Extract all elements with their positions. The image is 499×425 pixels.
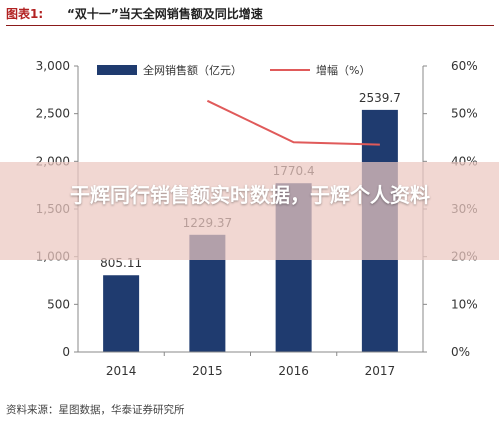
- growth-line: [206, 99, 380, 146]
- bar: [103, 275, 140, 352]
- overlay-text: 于辉同行销售额实时数据，于辉个人资料: [70, 183, 430, 207]
- x-tick-label: 2015: [192, 364, 223, 378]
- overlay-banner: [0, 162, 499, 260]
- right-tick-label: 10%: [451, 297, 478, 311]
- figure-label: 图表1:: [6, 7, 44, 21]
- x-tick-label: 2017: [365, 364, 396, 378]
- legend: 全网销售额（亿元） 增幅（%）: [97, 63, 370, 77]
- x-tick-label: 2016: [278, 364, 309, 378]
- line-series: [206, 99, 380, 146]
- legend-line-label: 增幅（%）: [316, 63, 370, 77]
- source-note: 资料来源：星图数据，华泰证券研究所: [6, 404, 185, 416]
- right-tick-label: 50%: [451, 107, 478, 121]
- x-axis: 2014 2015 2016 2017: [78, 351, 423, 378]
- left-tick-label: 2,500: [36, 107, 70, 121]
- chart-title: “双十一”当天全网销售额及同比增速: [67, 7, 263, 21]
- legend-bar-label: 全网销售额（亿元）: [143, 63, 242, 77]
- left-tick-label: 3,000: [36, 59, 70, 73]
- left-tick-label: 0: [62, 345, 70, 359]
- right-tick-label: 60%: [451, 59, 478, 73]
- right-tick-label: 0%: [451, 345, 470, 359]
- left-tick-label: 500: [47, 297, 70, 311]
- x-tick-label: 2014: [106, 364, 137, 378]
- legend-bar-swatch: [97, 65, 137, 75]
- header-divider: [6, 25, 494, 26]
- bar-data-label: 2539.7: [359, 91, 401, 105]
